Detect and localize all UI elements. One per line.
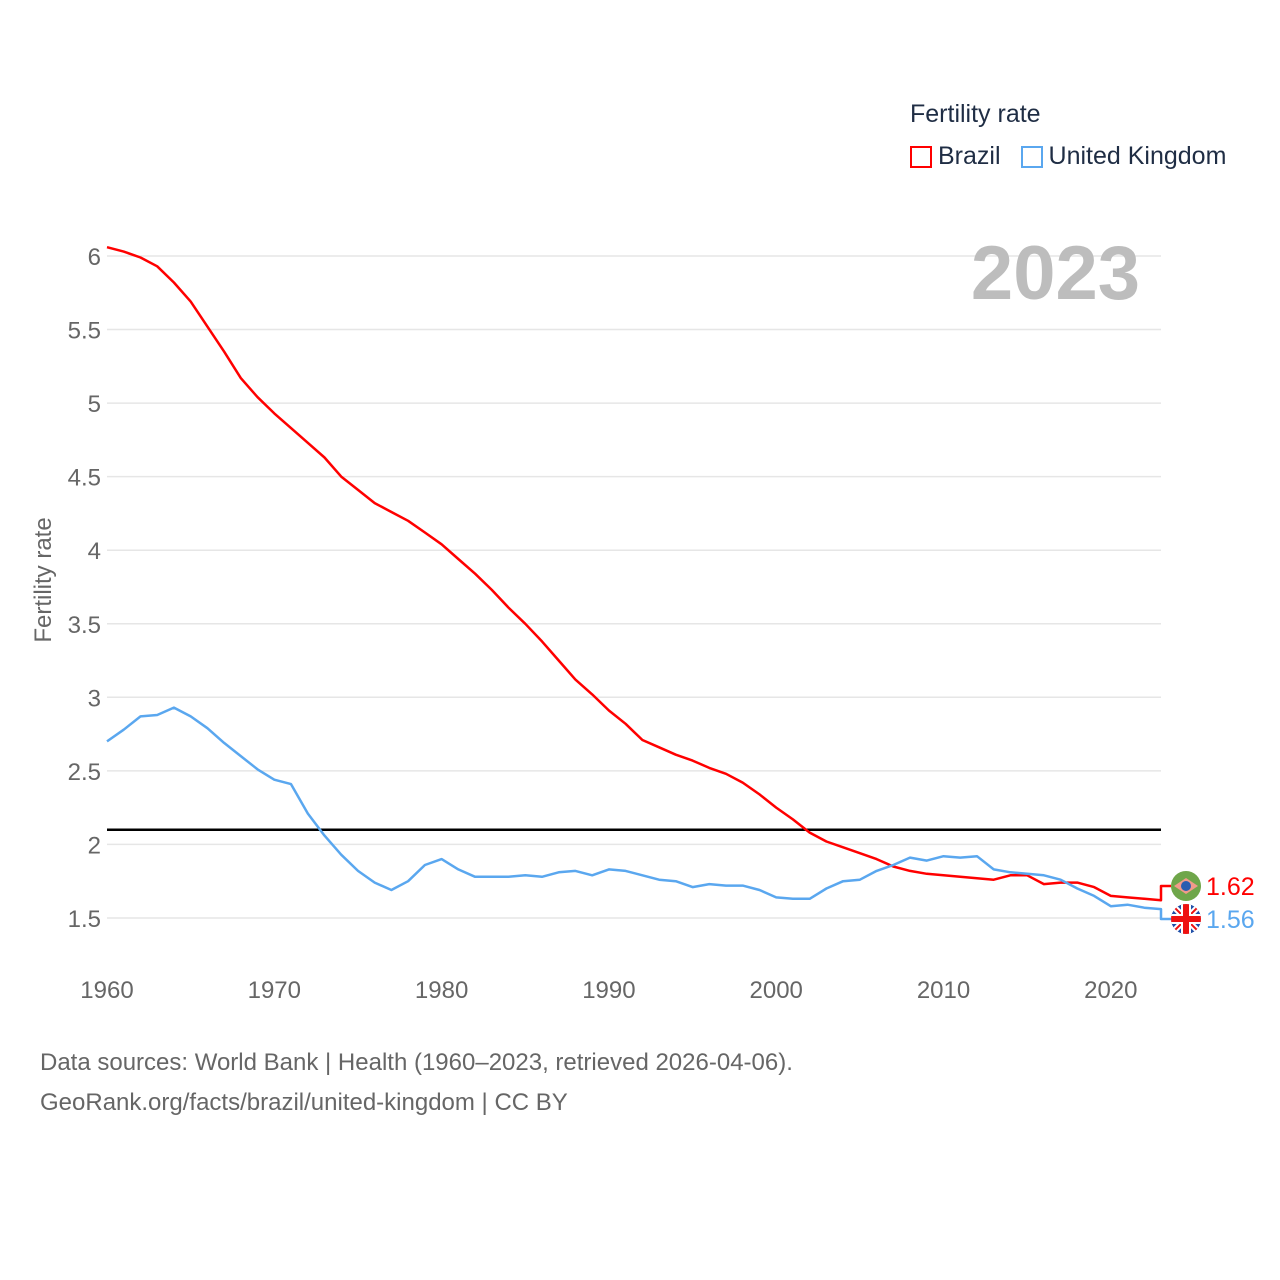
x-tick-label: 1980 [415,977,468,1004]
legend-item-united-kingdom[interactable]: United Kingdom [1020,142,1227,171]
y-tick-label: 3 [88,685,101,712]
source-link[interactable]: GeoRank.org/facts/brazil/united-kingdom … [40,1089,568,1116]
end-value-label: 1.62 [1206,873,1255,901]
x-tick-label: 1960 [80,977,133,1004]
uk-flag-icon [1171,904,1201,934]
y-tick-label: 1.5 [68,906,101,933]
y-tick-label: 2.5 [68,759,101,786]
x-tick-label: 1990 [582,977,635,1004]
data-sources: Data sources: World Bank | Health (1960–… [40,1049,793,1076]
legend-label: United Kingdom [1048,142,1227,170]
y-tick-label: 2 [88,832,101,859]
legend-label: Brazil [938,142,1001,170]
brazil-flag-icon [1171,871,1201,901]
series-line-brazil [106,245,1171,902]
legend-item-brazil[interactable]: Brazil [910,142,1001,171]
x-tick-label: 1970 [248,977,301,1004]
y-tick-label: 5.5 [68,318,101,345]
series-line-united-kingdom [106,706,1171,921]
year-watermark: 2023 [970,231,1140,316]
y-tick-label: 6 [88,244,101,271]
legend-swatch-united-kingdom [1020,145,1043,168]
y-tick-label: 5 [88,391,101,418]
y-tick-label: 3.5 [68,612,101,639]
legend-swatch-brazil [910,145,932,168]
y-tick-label: 4.5 [68,465,101,492]
x-tick-label: 2000 [750,977,803,1004]
legend-title: Fertility rate [910,100,1041,128]
end-value-label: 1.56 [1206,906,1255,934]
y-axis-label: Fertility rate [30,517,57,642]
footer: Data sources: World Bank | Health (1960–… [40,1043,793,1123]
x-tick-label: 2020 [1084,977,1137,1004]
x-tick-label: 2010 [917,977,970,1004]
y-tick-label: 4 [88,538,101,565]
legend: Brazil United Kingdom [910,142,1246,171]
